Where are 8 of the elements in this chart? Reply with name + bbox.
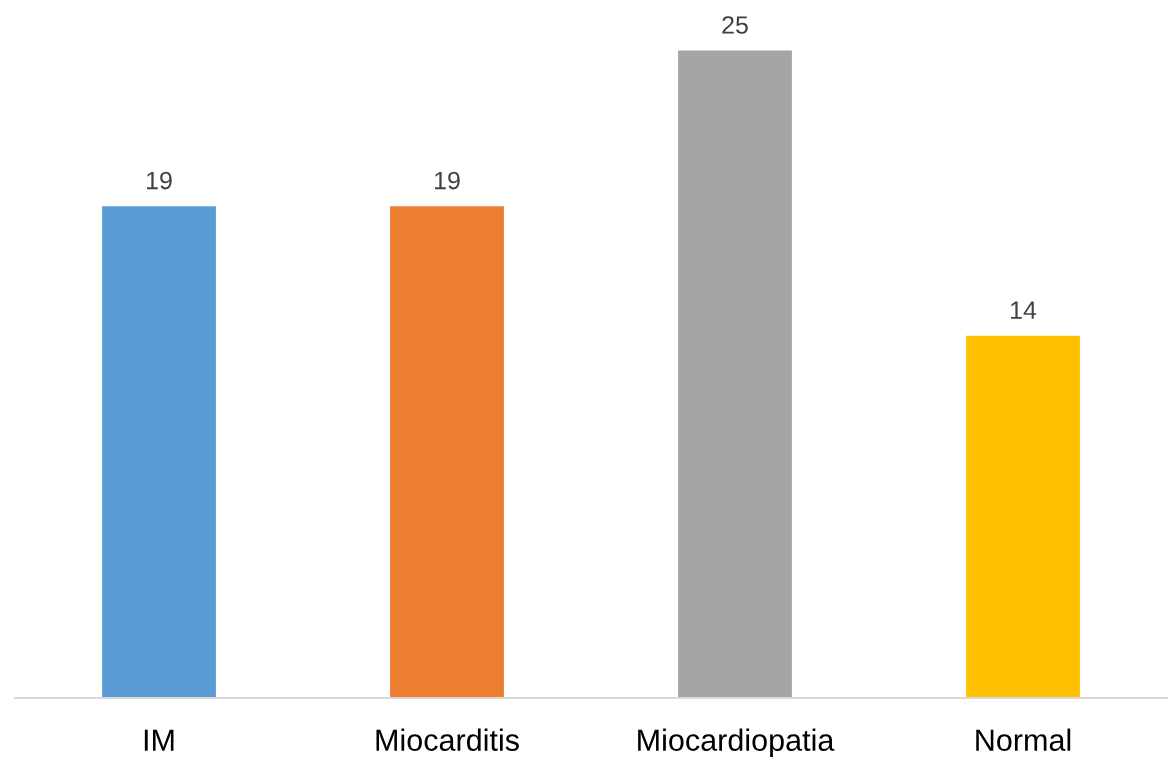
x-tick-label: Miocarditis (376, 728, 519, 751)
data-label: 19 (147, 171, 172, 190)
x-tick-label: IM (144, 729, 174, 751)
data-label: 14 (1011, 301, 1037, 319)
x-tick-label: Miocardiopatia (638, 728, 835, 758)
data-label: 25 (722, 16, 748, 34)
x-tick-label: Normal (976, 728, 1071, 751)
data-label: 19 (435, 171, 460, 190)
